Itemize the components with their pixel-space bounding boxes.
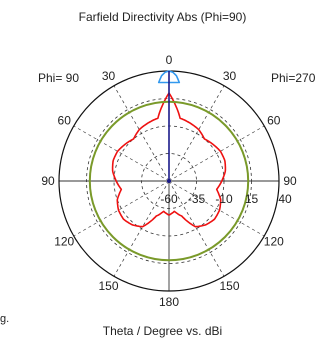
chart-title: Farfield Directivity Abs (Phi=90) (78, 10, 247, 24)
angle-tick-label: 30 (102, 69, 116, 83)
radial-tick-label: -10 (215, 192, 233, 206)
grid-spoke (113, 180, 170, 277)
radial-tick-label: 40 (278, 192, 292, 206)
left-phi-label: Phi= 90 (38, 71, 79, 85)
radial-tick-label: 15 (245, 192, 259, 206)
x-axis-label: Theta / Degree vs. dBi (102, 324, 223, 338)
grid-spoke (168, 180, 265, 237)
angle-tick-label: 0 (166, 53, 173, 67)
data-series (88, 70, 250, 262)
angle-tick-label: 150 (98, 279, 118, 293)
angle-tick-label: 120 (54, 235, 74, 249)
angle-tick-label: 120 (264, 235, 284, 249)
radial-tick-label: -60 (160, 192, 178, 206)
tick-labels: 0 30 60 90 120 150 180 150 120 90 60 30 -60 -35 -10 15 4… (38, 53, 316, 309)
grid-spoke (73, 125, 170, 182)
angle-tick-label: 60 (267, 114, 281, 128)
center-dot (167, 179, 171, 183)
grid-spoke (113, 85, 170, 182)
angle-tick-label: 150 (219, 279, 239, 293)
angle-tick-label: 90 (283, 174, 297, 188)
angle-tick-label: 60 (58, 114, 72, 128)
grid-spoke (73, 180, 170, 237)
radial-tick-label: -35 (188, 192, 206, 206)
series-1-line (157, 70, 181, 84)
angle-tick-label: 90 (41, 174, 55, 188)
angle-tick-label: 30 (223, 69, 237, 83)
grid-spoke (168, 85, 225, 182)
grid-spoke (168, 180, 225, 277)
grid-spoke (168, 125, 265, 182)
angle-tick-label: 180 (159, 295, 179, 309)
truncated-text: g. (0, 313, 10, 325)
right-phi-label: Phi=270 (271, 71, 316, 85)
